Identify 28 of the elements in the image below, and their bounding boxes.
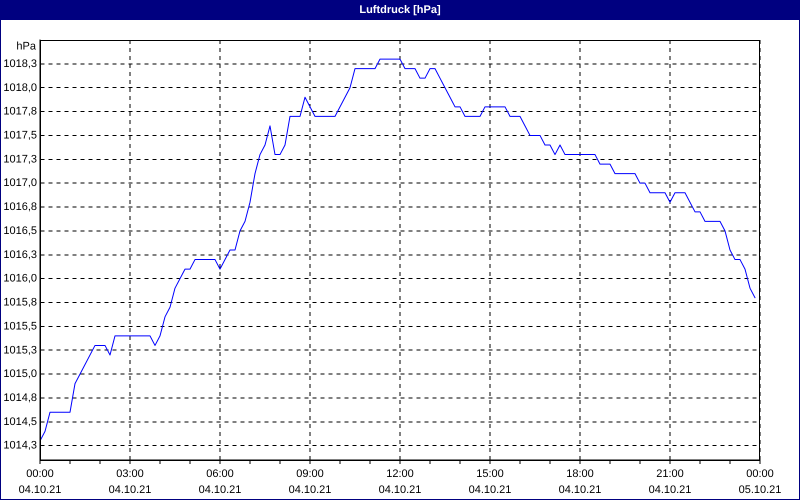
- y-tick-label: 1015,5: [3, 320, 37, 332]
- y-tick-label: 1014,8: [3, 392, 37, 404]
- x-tick-label: 00:00 05.10.21: [738, 468, 782, 496]
- y-tick-label: 1018,0: [3, 82, 37, 94]
- chart-title: Luftdruck [hPa]: [1, 1, 799, 20]
- x-tick-label: 18:00 04.10.21: [558, 468, 602, 496]
- y-tick-label: 1014,3: [3, 440, 37, 452]
- y-tick-label: 1016,0: [3, 272, 37, 285]
- x-tick-label: 09:00 04.10.21: [288, 468, 332, 496]
- y-tick-label: 1017,0: [3, 177, 37, 190]
- x-tick-label: 15:00 04.10.21: [468, 468, 512, 496]
- x-tick-label: 06:00 04.10.21: [198, 468, 242, 496]
- y-axis-title: hPa: [16, 40, 37, 53]
- y-tick-label: 1015,3: [3, 344, 37, 356]
- x-tick-label: 21:00 04.10.21: [648, 468, 692, 496]
- y-tick-label: 1017,8: [3, 106, 37, 118]
- y-tick-label: 1014,5: [3, 416, 37, 428]
- y-tick-label: 1015,0: [3, 368, 37, 380]
- y-tick-label: 1016,8: [3, 201, 37, 214]
- x-tick-label: 12:00 04.10.21: [378, 468, 422, 496]
- x-tick-label: 03:00 04.10.21: [108, 468, 152, 496]
- y-tick-label: 1017,3: [3, 153, 37, 166]
- y-tick-label: 1015,8: [3, 296, 37, 309]
- y-tick-label: 1018,3: [3, 58, 37, 70]
- y-tick-label: 1017,5: [3, 129, 37, 142]
- x-tick-label: 00:00 04.10.21: [18, 468, 62, 496]
- y-tick-label: 1016,3: [3, 248, 37, 261]
- y-tick-label: 1016,5: [3, 224, 37, 237]
